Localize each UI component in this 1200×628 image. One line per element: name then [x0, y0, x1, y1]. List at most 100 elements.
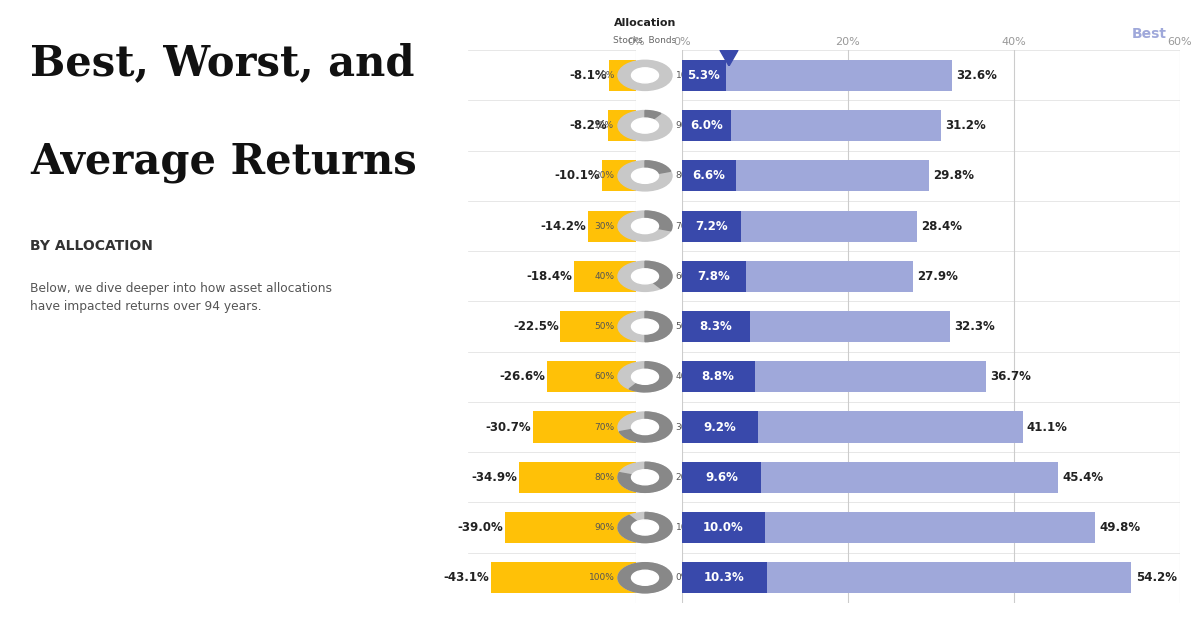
- Bar: [682, 562, 767, 593]
- Text: 32.3%: 32.3%: [954, 320, 995, 333]
- Text: 49.8%: 49.8%: [1099, 521, 1140, 534]
- Bar: [682, 210, 742, 242]
- Bar: [682, 462, 1058, 493]
- Text: 20%: 20%: [594, 171, 614, 180]
- Text: -39.0%: -39.0%: [457, 521, 503, 534]
- Text: 70%: 70%: [594, 423, 614, 431]
- Circle shape: [631, 68, 659, 83]
- Text: -26.6%: -26.6%: [499, 371, 545, 383]
- Circle shape: [618, 261, 672, 291]
- Wedge shape: [619, 412, 672, 442]
- Text: Allocation: Allocation: [614, 18, 676, 28]
- Circle shape: [618, 311, 672, 342]
- Circle shape: [631, 219, 659, 234]
- Bar: [505, 512, 636, 543]
- Bar: [682, 110, 731, 141]
- Circle shape: [631, 269, 659, 284]
- Text: 31.2%: 31.2%: [944, 119, 985, 132]
- Text: 6.0%: 6.0%: [690, 119, 722, 132]
- Text: 5.3%: 5.3%: [688, 69, 720, 82]
- Text: 54.2%: 54.2%: [1135, 571, 1177, 584]
- Bar: [682, 562, 1132, 593]
- Text: 8.3%: 8.3%: [700, 320, 732, 333]
- Wedge shape: [646, 211, 672, 230]
- Text: 7.2%: 7.2%: [695, 220, 727, 232]
- Bar: [682, 60, 952, 91]
- Text: 20%: 20%: [676, 473, 696, 482]
- Text: 10.3%: 10.3%: [704, 571, 745, 584]
- Bar: [682, 261, 913, 292]
- Circle shape: [618, 211, 672, 241]
- Text: 7.8%: 7.8%: [697, 270, 731, 283]
- Text: 0%: 0%: [676, 573, 690, 582]
- Text: 60%: 60%: [594, 372, 614, 381]
- Text: 10.0%: 10.0%: [703, 521, 744, 534]
- Text: 29.8%: 29.8%: [934, 170, 974, 182]
- Text: 8.8%: 8.8%: [702, 371, 734, 383]
- Text: 50%: 50%: [676, 322, 696, 331]
- Wedge shape: [618, 512, 672, 543]
- Text: Best, Worst, and: Best, Worst, and: [30, 43, 414, 84]
- Wedge shape: [646, 111, 661, 126]
- Text: Stocks  Bonds: Stocks Bonds: [613, 36, 677, 45]
- Bar: [682, 210, 917, 242]
- Bar: [682, 261, 746, 292]
- Bar: [682, 110, 941, 141]
- Wedge shape: [618, 563, 672, 593]
- Bar: [682, 160, 737, 192]
- Bar: [574, 261, 636, 292]
- Bar: [682, 311, 750, 342]
- Text: 30%: 30%: [676, 423, 696, 431]
- Text: -34.9%: -34.9%: [472, 471, 517, 484]
- Wedge shape: [646, 261, 672, 288]
- Text: 10%: 10%: [676, 523, 696, 532]
- Circle shape: [631, 470, 659, 485]
- Bar: [533, 411, 636, 443]
- Text: 40%: 40%: [594, 272, 614, 281]
- Circle shape: [618, 60, 672, 90]
- Circle shape: [618, 111, 672, 141]
- Text: -22.5%: -22.5%: [512, 320, 559, 333]
- Circle shape: [631, 168, 659, 183]
- Text: -18.4%: -18.4%: [527, 270, 572, 283]
- Text: Average Returns: Average Returns: [30, 141, 416, 183]
- Bar: [602, 160, 636, 192]
- Text: 80%: 80%: [594, 473, 614, 482]
- Bar: [682, 160, 929, 192]
- Bar: [588, 210, 636, 242]
- Wedge shape: [646, 311, 672, 342]
- Text: 0%: 0%: [600, 71, 614, 80]
- Text: 6.6%: 6.6%: [692, 170, 726, 182]
- Bar: [682, 512, 1094, 543]
- Text: -43.1%: -43.1%: [444, 571, 490, 584]
- Circle shape: [618, 161, 672, 191]
- Bar: [682, 361, 986, 392]
- Text: Best: Best: [1132, 28, 1166, 41]
- Text: 41.1%: 41.1%: [1027, 421, 1068, 433]
- Text: 28.4%: 28.4%: [922, 220, 962, 232]
- Circle shape: [631, 369, 659, 384]
- Wedge shape: [629, 362, 672, 392]
- Circle shape: [631, 118, 659, 133]
- Bar: [682, 512, 764, 543]
- Bar: [682, 411, 758, 443]
- Text: 30%: 30%: [594, 222, 614, 230]
- Bar: [682, 411, 1022, 443]
- Bar: [608, 110, 636, 141]
- Text: 32.6%: 32.6%: [956, 69, 997, 82]
- Bar: [547, 361, 636, 392]
- Bar: [682, 311, 949, 342]
- Text: -14.2%: -14.2%: [541, 220, 587, 232]
- Circle shape: [618, 412, 672, 442]
- Bar: [608, 60, 636, 91]
- Circle shape: [631, 420, 659, 435]
- Text: 70%: 70%: [676, 222, 696, 230]
- Text: 27.9%: 27.9%: [917, 270, 958, 283]
- Text: 36.7%: 36.7%: [990, 371, 1031, 383]
- Circle shape: [631, 570, 659, 585]
- Wedge shape: [646, 161, 671, 176]
- Text: -8.2%: -8.2%: [569, 119, 607, 132]
- Text: BY ALLOCATION: BY ALLOCATION: [30, 239, 152, 253]
- Text: 60%: 60%: [676, 272, 696, 281]
- Bar: [560, 311, 636, 342]
